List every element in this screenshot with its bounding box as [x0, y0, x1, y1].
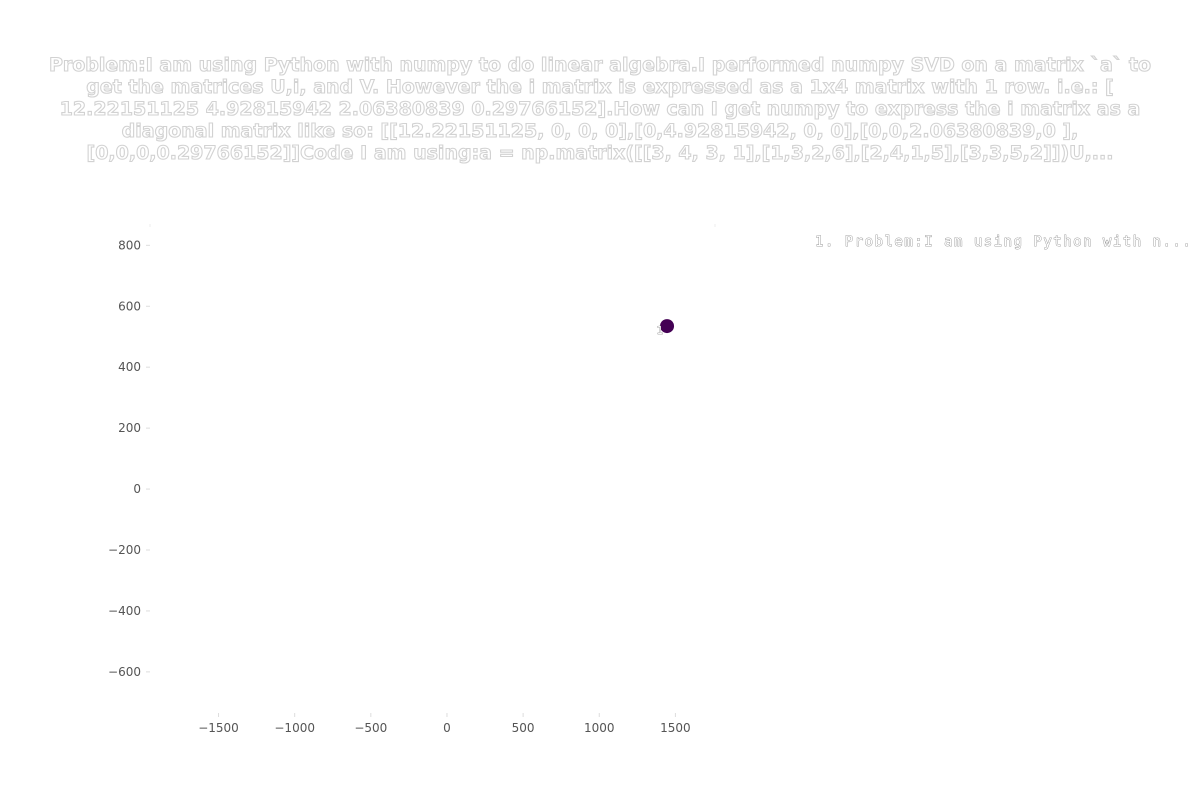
x-tick-label: −1000	[274, 721, 315, 735]
y-axis: −600 −400 −200 0 200 400 600 800	[108, 224, 716, 679]
x-tick-label: 1500	[660, 721, 691, 735]
y-tick-label: 0	[133, 482, 141, 496]
x-tick-label: 0	[443, 721, 451, 735]
legend-entry: 1. Problem:I am using Python with n...	[815, 234, 1192, 250]
x-axis: −1500 −1000 −500 0 500 1000 1500	[198, 713, 691, 735]
y-tick-label: −200	[108, 543, 141, 557]
x-tick-label: −500	[354, 721, 387, 735]
y-tick-label: −600	[108, 665, 141, 679]
y-tick-label: −400	[108, 604, 141, 618]
point-label: 1	[657, 324, 664, 337]
y-tick-label: 800	[118, 238, 141, 252]
data-points: 1	[656, 319, 675, 337]
y-tick-label: 400	[118, 360, 141, 374]
y-tick-label: 600	[118, 299, 141, 313]
x-tick-label: 500	[512, 721, 535, 735]
chart-title: Problem:I am using Python with numpy to …	[48, 53, 1152, 164]
y-tick-label: 200	[118, 421, 141, 435]
legend: 1. Problem:I am using Python with n...	[815, 234, 1192, 251]
x-tick-label: −1500	[198, 721, 239, 735]
x-tick-label: 1000	[584, 721, 615, 735]
scatter-point	[660, 319, 675, 334]
